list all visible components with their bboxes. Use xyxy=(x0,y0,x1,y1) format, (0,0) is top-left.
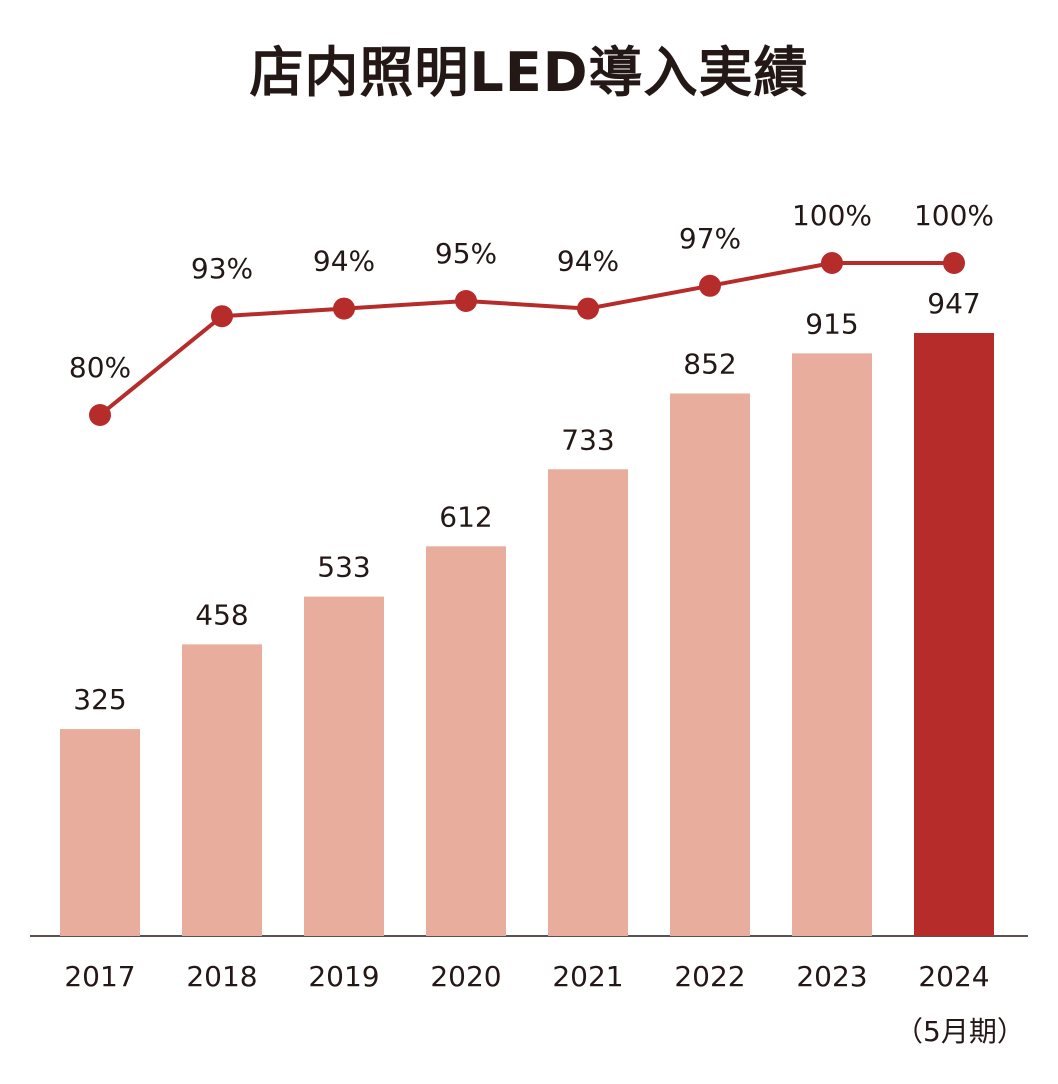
x-tick-label-2024: 2024 xyxy=(918,960,989,993)
rate-label-2024: 100% xyxy=(914,199,994,232)
bar-value-label-2024: 947 xyxy=(927,287,980,320)
bar-2023 xyxy=(792,353,872,936)
bar-2022 xyxy=(670,393,750,936)
bar-value-label-2019: 533 xyxy=(317,551,370,584)
bar-2020 xyxy=(426,546,506,936)
rate-label-2022: 97% xyxy=(679,222,741,255)
rate-point-2018 xyxy=(211,305,233,328)
bar-value-label-2018: 458 xyxy=(195,598,248,631)
bar-value-label-2022: 852 xyxy=(683,347,736,380)
rate-point-2019 xyxy=(333,297,355,320)
x-tick-label-2017: 2017 xyxy=(64,960,135,993)
rate-label-2021: 94% xyxy=(557,245,619,278)
bar-2018 xyxy=(182,644,262,936)
rate-line xyxy=(98,261,954,417)
x-tick-label-2018: 2018 xyxy=(186,960,257,993)
x-tick-label-2022: 2022 xyxy=(674,960,745,993)
rate-point-2024 xyxy=(943,252,965,274)
rate-label-2019: 94% xyxy=(313,245,375,278)
x-tick-label-2019: 2019 xyxy=(308,960,379,993)
rate-label-2020: 95% xyxy=(435,237,497,270)
rate-point-2022 xyxy=(699,274,721,297)
rate-label-2023: 100% xyxy=(792,199,872,232)
rate-label-2018: 93% xyxy=(191,252,253,285)
rate-point-2023 xyxy=(821,252,843,274)
chart-title: 店内照明LED導入実績 xyxy=(249,41,809,104)
period-note: （5月期） xyxy=(895,1015,1025,1048)
x-tick-label-2020: 2020 xyxy=(430,960,501,993)
bar-2019 xyxy=(304,596,384,936)
bar-2024 xyxy=(914,333,994,936)
x-tick-label-2021: 2021 xyxy=(552,960,623,993)
rate-point-2020 xyxy=(455,290,477,312)
rate-point-2017 xyxy=(89,404,111,426)
bar-value-label-2023: 915 xyxy=(805,307,858,340)
rate-point-2021 xyxy=(577,297,599,320)
bar-value-label-2021: 733 xyxy=(561,423,614,456)
bar-value-label-2017: 325 xyxy=(73,683,126,716)
rate-label-2017: 80% xyxy=(69,351,131,384)
x-tick-label-2023: 2023 xyxy=(796,960,867,993)
bar-value-label-2020: 612 xyxy=(439,500,492,533)
bar-2021 xyxy=(548,469,628,936)
bar-2017 xyxy=(60,729,140,936)
